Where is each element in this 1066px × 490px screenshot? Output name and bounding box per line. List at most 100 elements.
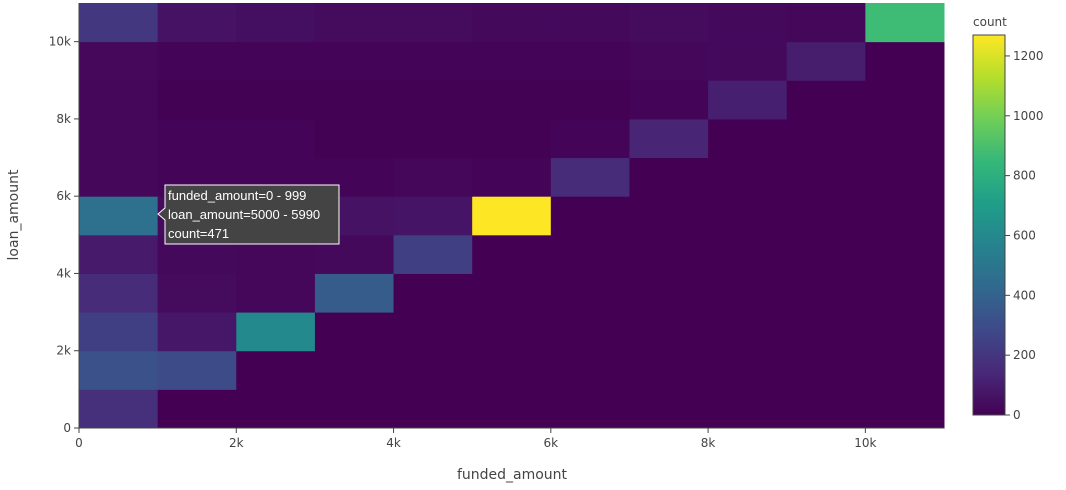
heatmap-cell[interactable] [629, 3, 709, 43]
heatmap-cell[interactable] [629, 389, 709, 429]
heatmap-cell[interactable] [157, 3, 237, 43]
heatmap-cell[interactable] [786, 234, 866, 274]
heatmap-cell[interactable] [786, 273, 866, 313]
heatmap-cell[interactable] [550, 157, 630, 197]
heatmap-cell[interactable] [865, 157, 945, 197]
heatmap-cell[interactable] [865, 3, 945, 43]
heatmap-cell[interactable] [708, 41, 788, 81]
heatmap-cell[interactable] [629, 234, 709, 274]
heatmap-cell[interactable] [629, 118, 709, 159]
heatmap-cell[interactable] [786, 80, 866, 120]
heatmap-cell[interactable] [708, 312, 788, 352]
heatmap-cell[interactable] [786, 3, 866, 43]
heatmap-cell[interactable] [629, 196, 709, 236]
heatmap-cell[interactable] [629, 350, 709, 390]
heatmap-cell[interactable] [550, 389, 630, 429]
heatmap-cell[interactable] [79, 273, 159, 313]
heatmap-cell[interactable] [629, 80, 709, 120]
heatmap-cell[interactable] [629, 273, 709, 313]
heatmap-cell[interactable] [79, 41, 159, 81]
heatmap-cell[interactable] [865, 273, 945, 313]
heatmap-cell[interactable] [157, 273, 237, 313]
heatmap-cell[interactable] [472, 234, 552, 274]
heatmap-cell[interactable] [865, 389, 945, 429]
heatmap-cell[interactable] [708, 350, 788, 390]
heatmap-cell[interactable] [314, 118, 395, 159]
heatmap-cell[interactable] [786, 389, 866, 429]
heatmap-cell[interactable] [472, 118, 552, 159]
heatmap-cell[interactable] [786, 196, 866, 236]
heatmap-cell[interactable] [314, 80, 395, 120]
heatmap-cell[interactable] [236, 273, 316, 313]
heatmap-cell[interactable] [472, 80, 552, 120]
heatmap-cell[interactable] [550, 80, 630, 120]
heatmap-cell[interactable] [472, 389, 552, 429]
heatmap-cell[interactable] [393, 196, 473, 236]
heatmap-cell[interactable] [314, 350, 395, 390]
heatmap-cell[interactable] [865, 234, 945, 274]
heatmap-cell[interactable] [314, 273, 395, 313]
heatmap-cell[interactable] [550, 3, 630, 43]
heatmap-cell[interactable] [157, 41, 237, 81]
heatmap-cell[interactable] [708, 273, 788, 313]
heatmap-cell[interactable] [550, 41, 630, 81]
heatmap-cell[interactable] [472, 350, 552, 390]
heatmap-cell[interactable] [393, 389, 473, 429]
heatmap-cell[interactable] [472, 312, 552, 352]
heatmap-cell[interactable] [472, 196, 552, 236]
heatmap-cell[interactable] [79, 118, 159, 159]
heatmap-cell[interactable] [79, 3, 159, 43]
heatmap-cell[interactable] [393, 312, 473, 352]
heatmap-cell[interactable] [314, 41, 395, 81]
heatmap-cell[interactable] [786, 41, 866, 81]
heatmap-cell[interactable] [629, 312, 709, 352]
heatmap-cell[interactable] [236, 350, 316, 390]
heatmap-cell[interactable] [236, 312, 316, 352]
heatmap-cell[interactable] [550, 118, 630, 159]
heatmap-cell[interactable] [708, 3, 788, 43]
heatmap-cell[interactable] [786, 350, 866, 390]
heatmap-cell[interactable] [393, 234, 473, 274]
heatmap-cell[interactable] [314, 3, 395, 43]
heatmap-cell[interactable] [157, 118, 237, 159]
heatmap-cell[interactable] [393, 80, 473, 120]
heatmap-cell[interactable] [157, 80, 237, 120]
heatmap-cell[interactable] [79, 196, 159, 236]
heatmap-cell[interactable] [157, 389, 237, 429]
heatmap-cell[interactable] [79, 312, 159, 352]
heatmap-cell[interactable] [157, 350, 237, 390]
heatmap-cell[interactable] [472, 3, 552, 43]
heatmap-cell[interactable] [79, 80, 159, 120]
heatmap-cell[interactable] [236, 3, 316, 43]
heatmap-cell[interactable] [786, 312, 866, 352]
heatmap-cell[interactable] [865, 118, 945, 159]
heatmap-cell[interactable] [550, 196, 630, 236]
heatmap-cell[interactable] [393, 157, 473, 197]
heatmap-cell[interactable] [786, 157, 866, 197]
heatmap-cell[interactable] [472, 41, 552, 81]
heatmap-cell[interactable] [472, 157, 552, 197]
heatmap-cell[interactable] [79, 350, 159, 390]
heatmap-cell[interactable] [708, 389, 788, 429]
heatmap-cell[interactable] [865, 80, 945, 120]
heatmap-cell[interactable] [708, 157, 788, 197]
heatmap-cell[interactable] [314, 389, 395, 429]
heatmap-cell[interactable] [79, 234, 159, 274]
heatmap-cell[interactable] [550, 350, 630, 390]
heatmap-cell[interactable] [865, 41, 945, 81]
heatmap-cell[interactable] [865, 312, 945, 352]
heatmap-cell[interactable] [550, 234, 630, 274]
heatmap-cell[interactable] [393, 350, 473, 390]
heatmap-cell[interactable] [236, 118, 316, 159]
heatmap-cell[interactable] [314, 312, 395, 352]
heatmap-cell[interactable] [157, 312, 237, 352]
heatmap-cell[interactable] [236, 41, 316, 81]
heatmap-cell[interactable] [865, 350, 945, 390]
heatmap-cell[interactable] [236, 80, 316, 120]
heatmap-cell[interactable] [393, 41, 473, 81]
heatmap-cell[interactable] [708, 196, 788, 236]
heatmap-cell[interactable] [786, 118, 866, 159]
heatmap-cell[interactable] [79, 389, 159, 429]
heatmap-cell[interactable] [550, 312, 630, 352]
